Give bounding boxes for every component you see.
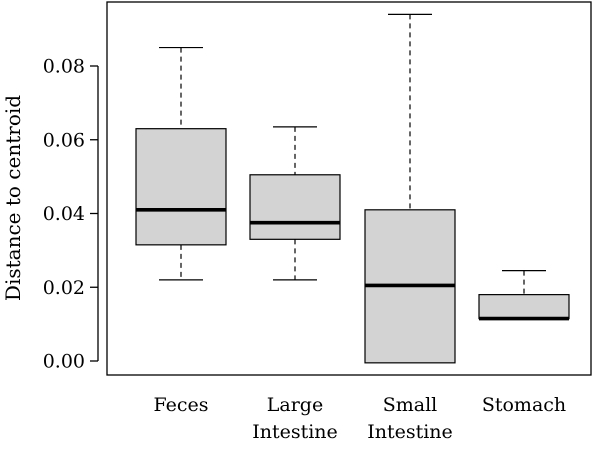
box-2 bbox=[364, 13, 456, 364]
y-tick-label: 0.08 bbox=[43, 56, 85, 78]
y-tick-label: 0.06 bbox=[43, 129, 85, 151]
box-0 bbox=[135, 46, 227, 281]
x-category-label: Feces bbox=[153, 394, 208, 416]
boxes bbox=[135, 13, 570, 364]
iqr-box bbox=[135, 128, 227, 246]
iqr-box bbox=[478, 294, 570, 320]
y-axis: 0.00 0.02 0.04 0.06 0.08 bbox=[43, 56, 99, 373]
box-1 bbox=[249, 126, 341, 281]
x-category-label: Intestine bbox=[252, 421, 338, 443]
x-category-label: Large bbox=[267, 394, 323, 416]
x-category-label: Stomach bbox=[482, 394, 566, 416]
box-3 bbox=[478, 270, 570, 321]
y-tick-label: 0.00 bbox=[43, 351, 85, 373]
y-tick-label: 0.02 bbox=[43, 277, 85, 299]
y-tick-label: 0.04 bbox=[43, 203, 85, 225]
x-category-label: Intestine bbox=[367, 421, 453, 443]
iqr-box bbox=[249, 174, 341, 240]
x-axis-labels: Feces Large Intestine Small Intestine Stomach bbox=[153, 394, 566, 443]
plot-frame bbox=[106, 1, 592, 376]
x-category-label: Small bbox=[383, 394, 438, 416]
y-axis-title: Distance to centroid bbox=[1, 95, 25, 301]
